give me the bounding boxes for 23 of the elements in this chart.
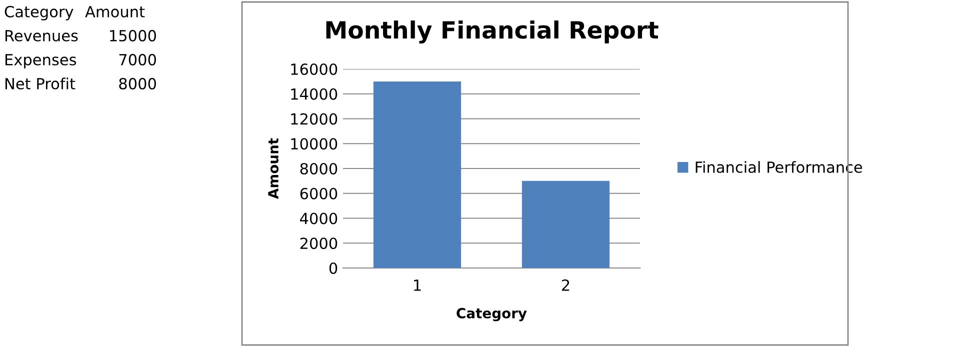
x-tick-label: 1 [414, 280, 421, 291]
legend-label: Financial Performance [696, 161, 862, 173]
text: Amount [85, 6, 145, 18]
y-tick-label: 12000 [291, 113, 338, 125]
text: 7000 [119, 54, 156, 66]
y-tick-label: 14000 [291, 88, 338, 100]
text: Net Profit [6, 78, 76, 90]
text: 8000 [119, 78, 156, 90]
text: 15000 [110, 30, 156, 42]
y-tick-label: 4000 [300, 212, 338, 224]
y-tick-label: 2000 [300, 238, 338, 250]
y-tick-label: 0 [329, 262, 338, 274]
text: Revenues [6, 30, 78, 42]
x-axis-title: Category [456, 308, 527, 322]
x-tick-label: 2 [562, 279, 570, 291]
y-tick-label: 8000 [300, 162, 338, 175]
text: Category [4, 6, 74, 20]
y-tick-label: 16000 [291, 63, 338, 76]
y-tick-label: 10000 [291, 138, 338, 150]
chart-title: Monthly Financial Report [326, 20, 658, 44]
text: Expenses [6, 54, 76, 68]
y-tick-label: 6000 [300, 188, 338, 200]
y-axis-title: Amount [268, 138, 279, 200]
